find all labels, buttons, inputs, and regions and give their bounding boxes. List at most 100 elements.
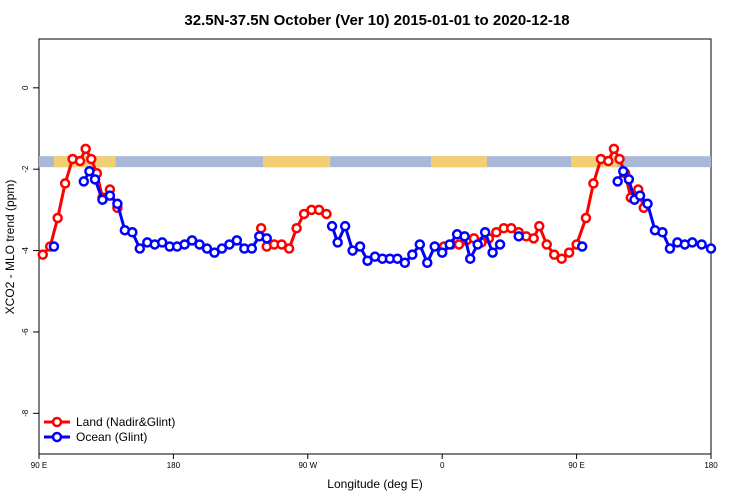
data-point [347,245,358,256]
data-point [104,190,116,201]
data-point [491,227,502,238]
data-point [86,153,97,165]
y-tick-label: -8 [21,409,30,417]
data-point [513,231,524,242]
data-point [261,233,272,244]
data-point [194,239,205,250]
data-point [179,239,190,250]
data-point [464,253,476,264]
data-point [664,243,676,254]
legend-item-ocean: Ocean (Glint) [44,430,147,444]
data-point [216,243,228,254]
x-tick-label: 0 [440,461,445,470]
data-point [332,237,343,248]
legend-marker-land [51,416,63,428]
data-point [634,190,646,201]
data-point [429,241,440,252]
y-tick-label: -2 [21,165,30,173]
data-point [112,198,123,210]
data-point [459,231,470,242]
data-point [618,165,629,177]
data-point [580,212,592,224]
data-point [224,239,235,250]
data-point [291,222,302,234]
data-point [321,208,332,220]
data-point [556,253,567,264]
series-land [37,143,650,264]
data-point [563,247,575,258]
legend-label-ocean: Ocean (Glint) [76,430,147,444]
data-point [487,247,498,258]
data-point [436,247,448,258]
data-point [696,239,707,250]
legend: Land (Nadir&Glint) Ocean (Glint) [44,415,175,444]
data-point [534,220,545,232]
data-point [283,243,295,254]
land-band-segment [431,156,487,168]
data-point [276,239,287,250]
data-point [614,153,625,165]
data-point [326,220,338,232]
legend-marker-ocean [51,431,63,443]
data-point [127,227,138,238]
data-point [588,178,599,189]
x-axis-label: Longitude (deg E) [327,477,422,491]
y-tick-label: 0 [21,85,30,90]
data-point [576,241,588,252]
y-axis: 0 -2 -4 -6 -8 [21,85,39,417]
data-point [687,237,698,248]
data-point [134,243,146,254]
data-point [313,204,325,216]
x-tick-label: 90 E [31,461,47,470]
x-tick-label: 180 [704,461,718,470]
data-point [59,178,71,189]
data-point [354,241,366,252]
data-point [657,227,668,238]
data-point [80,143,91,155]
data-point [298,208,310,220]
data-point [231,235,243,246]
data-point [209,247,220,258]
data-point [78,176,90,187]
data-point [399,257,411,269]
data-point [623,174,635,185]
chart-title: 32.5N-37.5N October (Ver 10) 2015-01-01 … [184,12,569,29]
data-point [414,239,426,250]
data-point [608,143,620,155]
data-point [407,249,418,260]
data-point [392,253,403,264]
data-point [97,194,108,205]
x-tick-label: 180 [167,461,181,470]
data-point [74,155,86,167]
data-point [453,239,465,250]
data-point [548,249,560,260]
data-point [705,243,717,254]
data-point [472,239,483,250]
data-point [444,239,455,250]
land-band-segment [571,156,618,168]
data-point [84,165,95,177]
data-point [506,222,517,234]
data-point [362,255,373,266]
data-point [422,257,433,269]
y-axis-label: XCO2 - MLO trend (ppm) [3,180,17,315]
x-tick-label: 90 E [568,461,584,470]
legend-label-land: Land (Nadir&Glint) [76,415,175,429]
data-point [37,249,48,260]
data-point [52,212,63,224]
x-axis: 90 E 180 90 W 0 90 E 180 [31,454,718,470]
data-point [48,241,60,252]
legend-item-land: Land (Nadir&Glint) [44,415,175,429]
series-ocean [48,165,717,269]
data-point [201,243,213,254]
data-point [603,155,614,167]
ocean-band [39,156,711,168]
data-point [528,233,539,244]
data-point [186,235,198,246]
data-point [642,198,653,210]
y-tick-label: -6 [21,328,30,336]
data-point [612,176,623,187]
data-point [255,222,267,234]
data-point [494,239,506,250]
